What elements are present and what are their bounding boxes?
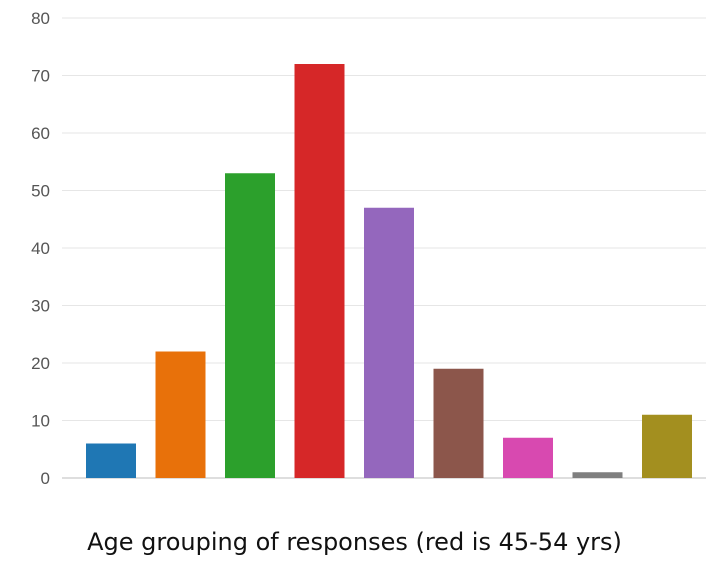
chart-caption: Age grouping of responses (red is 45-54 … [87,528,622,556]
bar [433,368,484,478]
bar [155,351,206,478]
bar [294,64,345,478]
y-tick-label: 10 [31,412,50,431]
bar [642,414,692,478]
y-tick-label: 70 [31,67,50,86]
bar-chart: 0 10 20 30 40 50 60 70 80 [31,9,706,488]
y-tick-label: 0 [41,469,50,488]
y-tick-label: 60 [31,124,50,143]
y-tick-label: 80 [31,9,50,28]
y-axis-tick-labels: 0 10 20 30 40 50 60 70 80 [31,9,50,488]
y-tick-label: 20 [31,354,50,373]
y-tick-label: 30 [31,297,50,316]
bar [364,207,414,478]
bar [225,173,275,478]
bar [572,472,623,478]
y-tick-label: 40 [31,239,50,258]
bar [503,437,553,478]
bar [86,443,136,478]
y-tick-label: 50 [31,182,50,201]
bars [86,64,692,478]
